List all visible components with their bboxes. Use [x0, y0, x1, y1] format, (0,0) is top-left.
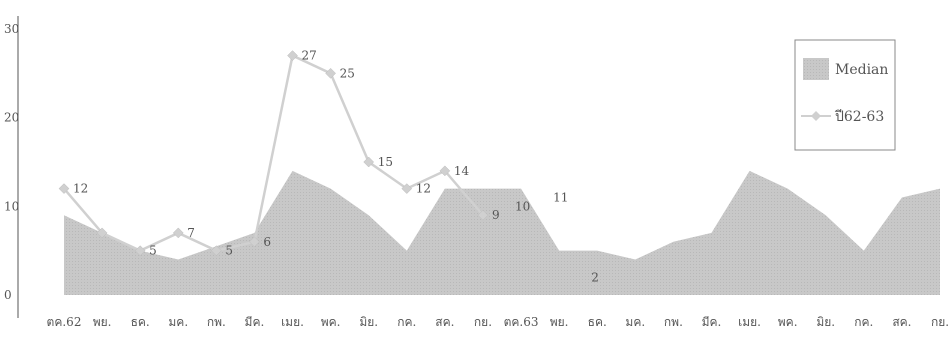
year-series-point — [134, 245, 146, 257]
year-series-point — [287, 50, 298, 61]
data-label: 6 — [263, 235, 271, 249]
legend-label-median: Median — [835, 62, 888, 78]
year-series-point — [363, 156, 375, 168]
x-tick-label: มค. — [625, 315, 645, 329]
legend: Median ปี62-63 — [794, 39, 896, 151]
year-series-point — [96, 227, 108, 239]
data-label: 14 — [454, 164, 470, 178]
year-series-point — [172, 227, 184, 239]
data-label: 15 — [378, 155, 393, 169]
y-tick-label: 10 — [4, 199, 19, 213]
x-tick-label: กย. — [931, 315, 949, 329]
year-series-point — [439, 165, 451, 177]
x-tick-label: กค. — [854, 315, 873, 329]
x-tick-label: ธค. — [588, 315, 607, 329]
x-tick-label: กพ. — [207, 315, 226, 329]
x-tick-label: ตค.63 — [504, 315, 539, 329]
x-tick-label: พย. — [550, 315, 569, 329]
year-series-point — [325, 67, 336, 79]
data-label: 12 — [416, 182, 431, 196]
year-series-point — [401, 183, 413, 194]
x-tick-label: มิย. — [359, 315, 378, 329]
x-tick-label: พค. — [321, 315, 341, 329]
legend-label-year-series: ปี62-63 — [835, 109, 885, 125]
data-label: 9 — [492, 208, 500, 222]
x-tick-label: เมย. — [281, 315, 304, 329]
x-tick-label: เมย. — [738, 315, 761, 329]
legend-swatch-median — [803, 58, 829, 80]
x-tick-label: สค. — [892, 315, 911, 329]
x-tick-label: สค. — [435, 315, 454, 329]
x-tick-label: มีค. — [702, 315, 722, 329]
data-label: 11 — [553, 190, 568, 204]
data-label: 5 — [225, 244, 233, 258]
line-series-layer — [58, 50, 489, 257]
year-series-point — [477, 209, 489, 221]
data-label: 7 — [187, 226, 195, 240]
data-label: 12 — [73, 182, 88, 196]
x-tick-label: กพ. — [664, 315, 683, 329]
x-tick-label: กย. — [474, 315, 492, 329]
x-tick-label: พย. — [93, 315, 112, 329]
data-label: 27 — [302, 49, 317, 63]
x-tick-label: กค. — [397, 315, 416, 329]
year-series-point — [58, 183, 70, 194]
x-tick-label: มิย. — [816, 315, 835, 329]
median-area-layer — [64, 170, 940, 295]
legend-box — [794, 39, 896, 151]
x-tick-label: ธค. — [131, 315, 150, 329]
x-tick-label: มีค. — [245, 315, 265, 329]
data-label: 10 — [515, 199, 530, 213]
year-series-point — [210, 245, 222, 257]
year-series-point — [249, 236, 260, 248]
x-ticks: ตค.62 พย. ธค. มค. กพ. มีค. เมย. พค. มิย. กค. สค. กย… — [47, 315, 949, 329]
median-area — [64, 170, 940, 295]
data-label: 5 — [149, 244, 157, 258]
y-tick-label: 0 — [4, 288, 12, 302]
legend-swatch-marker — [811, 111, 821, 121]
year-series-line — [63, 53, 484, 253]
x-tick-label: มค. — [168, 315, 188, 329]
x-tick-label: พค. — [778, 315, 798, 329]
y-ticks: 0 10 20 30 — [4, 22, 19, 302]
point-labels: 12 5 7 5 6 27 25 15 12 14 9 10 11 2 — [73, 49, 599, 285]
y-tick-label: 20 — [4, 111, 19, 125]
data-label: 2 — [591, 270, 599, 284]
y-tick-label: 30 — [4, 22, 19, 36]
data-label: 25 — [340, 66, 355, 80]
x-tick-label: ตค.62 — [47, 315, 82, 329]
